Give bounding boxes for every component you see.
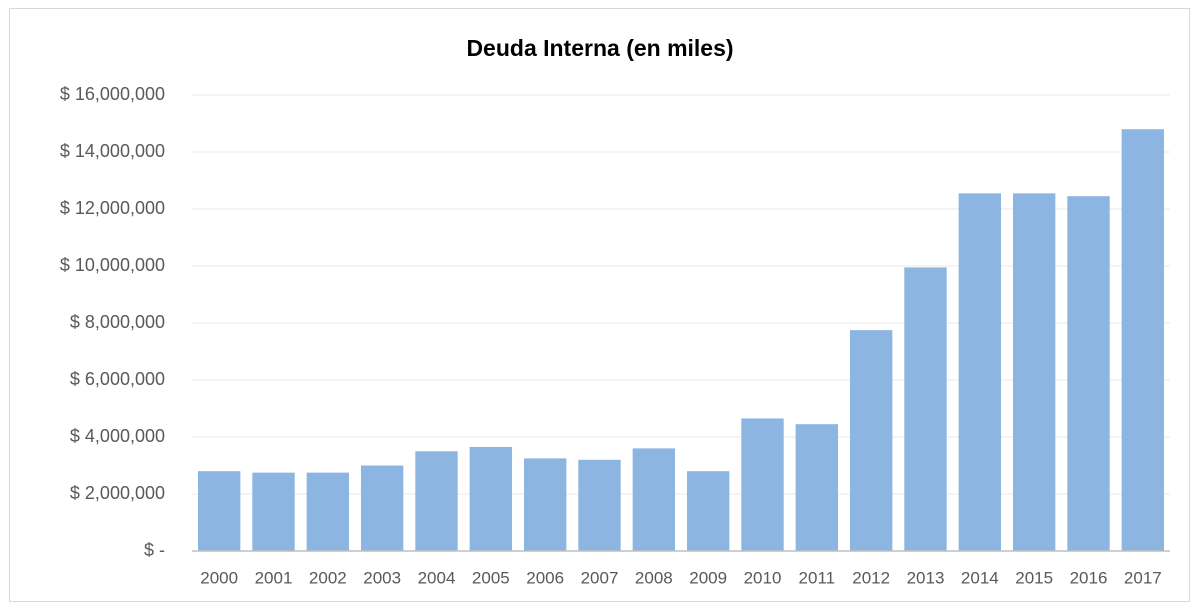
x-tick-label: 2000: [200, 568, 238, 587]
bar: [686, 471, 730, 551]
x-tick-label: 2003: [363, 568, 401, 587]
bar: [741, 418, 784, 551]
y-tick-label: $ 14,000,000: [60, 141, 165, 161]
bar: [415, 451, 458, 551]
bar: [360, 465, 404, 551]
x-tick-label: 2012: [852, 568, 890, 587]
x-tick-label: 2006: [526, 568, 564, 587]
y-tick-label: $ 12,000,000: [60, 198, 165, 218]
bar: [904, 267, 947, 551]
bar: [252, 472, 295, 551]
y-tick-label: $ 4,000,000: [70, 426, 165, 446]
y-tick-label: $ 16,000,000: [60, 84, 165, 104]
y-tick-label: $ 10,000,000: [60, 255, 165, 275]
x-tick-label: 2010: [744, 568, 782, 587]
bar: [523, 458, 567, 551]
bar: [197, 471, 241, 551]
chart-title: Deuda Interna (en miles): [466, 35, 733, 61]
bar: [958, 193, 1002, 551]
x-tick-label: 2007: [581, 568, 619, 587]
x-tick-label: 2002: [309, 568, 347, 587]
x-tick-label: 2014: [961, 568, 999, 587]
x-tick-label: 2013: [907, 568, 945, 587]
x-tick-label: 2016: [1070, 568, 1108, 587]
y-tick-label: $ 6,000,000: [70, 369, 165, 389]
bar: [469, 446, 513, 551]
bar: [795, 424, 839, 551]
y-tick-label: $ 8,000,000: [70, 312, 165, 332]
y-tick-label: $ -: [144, 540, 165, 560]
bar: [1012, 193, 1056, 551]
bar: [578, 459, 621, 551]
y-tick-label: $ 2,000,000: [70, 483, 165, 503]
x-tick-label: 2008: [635, 568, 673, 587]
x-tick-label: 2015: [1015, 568, 1053, 587]
bar: [632, 448, 676, 551]
x-tick-label: 2009: [689, 568, 727, 587]
bar: [1121, 129, 1165, 551]
bar: [849, 330, 893, 551]
x-tick-label: 2011: [799, 568, 836, 587]
x-tick-label: 2001: [255, 568, 293, 587]
x-tick-label: 2017: [1124, 568, 1162, 587]
bar: [1067, 196, 1110, 552]
x-tick-label: 2004: [418, 568, 456, 587]
x-tick-label: 2005: [472, 568, 510, 587]
bar: [306, 472, 350, 551]
